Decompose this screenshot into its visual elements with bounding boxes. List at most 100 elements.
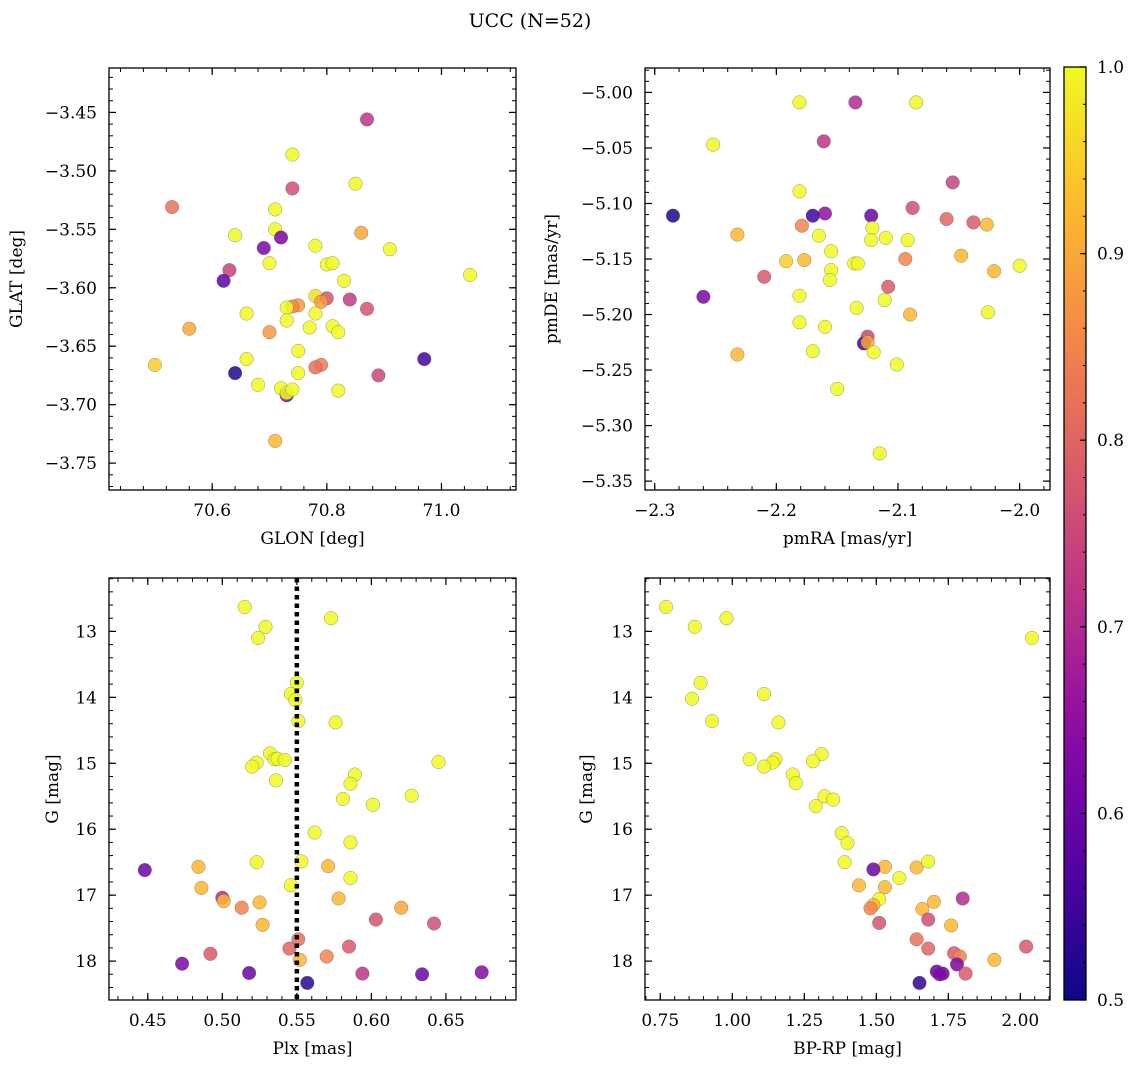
- x-tick-label: 0.75: [641, 1011, 679, 1031]
- data-point: [687, 619, 702, 634]
- axes-frame: [108, 577, 517, 1001]
- data-point: [314, 294, 329, 309]
- data-point: [909, 860, 924, 875]
- data-point: [463, 267, 478, 282]
- data-point: [980, 305, 996, 320]
- y-tick-label: −3.60: [45, 279, 97, 299]
- data-point: [939, 211, 954, 227]
- data-point: [840, 836, 855, 851]
- y-tick-label: −5.25: [581, 361, 633, 381]
- data-point: [325, 256, 340, 271]
- data-point: [892, 870, 907, 886]
- data-point: [696, 289, 711, 304]
- data-point: [817, 319, 833, 334]
- data-point: [889, 357, 904, 372]
- data-point: [279, 300, 294, 315]
- data-point: [324, 611, 339, 626]
- data-point: [319, 949, 334, 964]
- data-point: [359, 301, 375, 316]
- data-point: [706, 137, 721, 152]
- data-point: [216, 273, 231, 288]
- y-tick-label: −3.50: [45, 162, 97, 182]
- data-point: [864, 208, 879, 223]
- data-point: [354, 225, 369, 240]
- data-point: [797, 253, 812, 268]
- data-point: [252, 895, 267, 910]
- data-point: [756, 686, 772, 702]
- data-point: [251, 630, 266, 646]
- data-point: [808, 799, 823, 814]
- data-point: [987, 952, 1002, 967]
- data-point: [175, 956, 190, 971]
- data-point: [258, 619, 273, 634]
- data-point: [365, 797, 380, 812]
- data-point: [302, 320, 317, 335]
- y-axis-label: pmDE [mas/yr]: [542, 214, 562, 344]
- x-tick-label: 0.55: [278, 1011, 316, 1031]
- colorbar-gradient: [1063, 66, 1087, 1001]
- y-tick-label: 13: [75, 622, 97, 642]
- data-point: [328, 715, 343, 730]
- axes-frame: [644, 67, 1051, 491]
- y-tick-label: 15: [611, 754, 633, 774]
- data-point: [757, 269, 772, 284]
- data-point: [898, 251, 913, 267]
- y-tick-label: 17: [611, 886, 633, 906]
- data-point: [1019, 939, 1034, 954]
- data-point: [262, 256, 277, 271]
- data-point: [779, 254, 794, 269]
- data-point: [792, 184, 807, 199]
- data-point: [343, 870, 358, 886]
- data-point: [826, 792, 841, 807]
- x-tick-label: 0.65: [427, 1011, 465, 1031]
- data-point: [872, 915, 887, 930]
- data-point: [371, 368, 386, 383]
- data-point: [771, 715, 786, 730]
- points: [665, 95, 1027, 461]
- x-tick-label: −2.1: [877, 501, 918, 521]
- data-point: [343, 776, 358, 791]
- data-point: [307, 825, 322, 840]
- data-point: [273, 230, 289, 245]
- data-point: [824, 244, 839, 259]
- x-axis-label: BP-RP [mag]: [793, 1039, 902, 1059]
- data-point: [1012, 258, 1027, 273]
- data-point: [431, 754, 446, 770]
- data-point: [900, 233, 915, 248]
- panel-3: 0.45 0.50 0.55 0.60 0.65 13 14 15 16 17 18 Plx [mas…: [43, 577, 517, 1059]
- data-point: [268, 773, 284, 788]
- y-tick-label: 14: [611, 688, 633, 708]
- x-tick-label: 0.50: [203, 1011, 241, 1031]
- figure-title: UCC (N=52): [469, 10, 592, 32]
- data-point: [308, 306, 323, 321]
- data-point: [665, 208, 681, 223]
- points: [137, 599, 489, 990]
- y-tick-label: 18: [611, 952, 633, 972]
- y-axis-label: GLAT [deg]: [7, 230, 27, 328]
- data-point: [811, 228, 826, 243]
- minor-ticks: [645, 68, 1050, 490]
- data-point: [658, 599, 674, 615]
- y-axis-label: G [mag]: [43, 754, 63, 823]
- y-tick-label: 15: [75, 754, 97, 774]
- data-point: [903, 307, 918, 322]
- data-point: [805, 208, 820, 223]
- data-point: [816, 134, 831, 149]
- y-tick-label: −5.15: [581, 250, 633, 270]
- data-point: [955, 891, 970, 906]
- y-tick-label: 17: [75, 886, 97, 906]
- data-point: [921, 941, 936, 956]
- y-tick-label: 14: [75, 688, 97, 708]
- data-point: [837, 855, 852, 870]
- data-point: [742, 752, 757, 767]
- data-point: [945, 175, 960, 190]
- data-point: [255, 917, 270, 932]
- data-point: [730, 227, 745, 242]
- y-tick-label: 16: [611, 820, 633, 840]
- y-tick-label: 13: [611, 622, 633, 642]
- data-point: [321, 859, 336, 874]
- data-point: [756, 759, 772, 774]
- data-point: [308, 360, 323, 375]
- data-point: [182, 321, 197, 336]
- data-point: [394, 900, 409, 915]
